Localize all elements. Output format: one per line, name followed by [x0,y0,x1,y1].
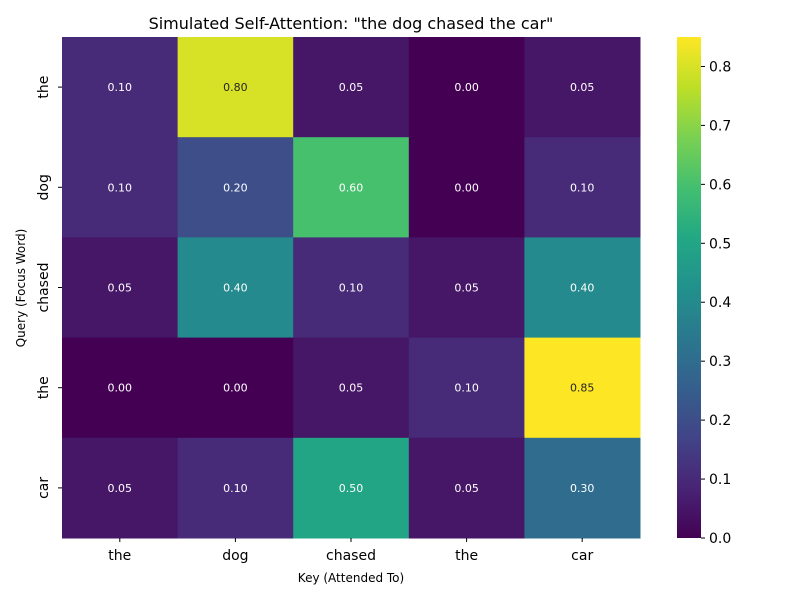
colorbar-tick-label: 0.6 [709,177,731,193]
y-axis-label: Query (Focus Word) [14,229,28,348]
colorbar-tick-label: 0.0 [709,531,731,547]
x-tick-label: dog [222,548,248,564]
heatmap-cell [177,237,294,339]
cell-annotation: 0.80 [223,81,248,94]
x-tick-label: the [455,548,478,564]
chart-title: Simulated Self-Attention: "the dog chase… [149,14,554,33]
cell-annotation: 0.05 [108,282,133,295]
heatmap-cell [62,337,179,439]
heatmap-cell [177,437,294,539]
x-axis-label: Key (Attended To) [298,571,404,585]
colorbar-ticks: 0.0 0.1 0.2 0.3 0.4 0.5 0.6 0.7 0.8 [701,59,731,547]
cell-annotation: 0.40 [570,282,595,295]
cell-annotation: 0.40 [223,282,248,295]
heatmap-cell [293,237,410,339]
cell-annotation: 0.30 [570,482,595,495]
cell-annotation: 0.05 [339,382,364,395]
cell-annotation: 0.00 [108,382,133,395]
heatmap-cell [177,37,294,138]
heatmap-cell [62,137,179,238]
heatmap-cell [62,37,179,138]
cell-annotation: 0.10 [339,282,364,295]
heatmap-cell [524,237,641,339]
heatmap-cell [408,37,525,138]
x-tick-label: the [108,548,131,564]
cell-annotation: 0.10 [570,181,595,194]
heatmap-cell [408,337,525,439]
cell-annotation: 0.05 [454,482,479,495]
colorbar-tick-label: 0.7 [709,118,731,134]
colorbar [677,37,701,538]
cell-annotation: 0.10 [108,181,133,194]
cell-annotation: 0.50 [339,482,364,495]
heatmap-cell [408,237,525,339]
cell-annotation: 0.05 [570,81,595,94]
heatmap-cell [524,437,641,539]
heatmap-cells: 0.10 0.80 0.05 0.00 0.05 0.10 0.20 0.60 0.00 0.10… [62,37,641,539]
colorbar-tick-label: 0.8 [709,59,731,75]
x-tick-label: chased [326,548,376,564]
cell-annotation: 0.05 [339,81,364,94]
heatmap-cell [62,237,179,339]
cell-annotation: 0.60 [339,181,364,194]
heatmap-cell [408,137,525,238]
heatmap-cell [293,37,410,138]
cell-annotation: 0.05 [454,282,479,295]
colorbar-tick-label: 0.4 [709,295,731,311]
x-tick-label: car [571,548,593,564]
x-tick-labels: the dog chased the car [108,538,593,564]
colorbar-tick-label: 0.3 [709,354,731,370]
cell-annotation: 0.20 [223,181,248,194]
heatmap-cell [524,37,641,138]
heatmap-cell [293,137,410,238]
y-tick-label: car [36,477,52,499]
heatmap-cell [524,337,641,439]
heatmap-cell [408,437,525,539]
heatmap-cell [293,337,410,439]
y-tick-label: the [36,376,52,399]
y-tick-label: the [36,76,52,99]
heatmap-cell [293,437,410,539]
cell-annotation: 0.00 [454,181,479,194]
cell-annotation: 0.85 [570,382,595,395]
cell-annotation: 0.10 [223,482,248,495]
cell-annotation: 0.10 [454,382,479,395]
cell-annotation: 0.10 [108,81,133,94]
y-tick-label: chased [36,263,52,313]
y-tick-labels: the dog chased the car [36,76,62,499]
colorbar-tick-label: 0.1 [709,472,731,488]
heatmap-cell [62,437,179,539]
colorbar-tick-label: 0.5 [709,236,731,252]
cell-annotation: 0.00 [454,81,479,94]
heatmap-cell [177,337,294,439]
cell-annotation: 0.00 [223,382,248,395]
heatmap-cell [524,137,641,238]
y-tick-label: dog [36,174,52,200]
colorbar-tick-label: 0.2 [709,413,731,429]
heatmap-cell [177,137,294,238]
cell-annotation: 0.05 [108,482,133,495]
